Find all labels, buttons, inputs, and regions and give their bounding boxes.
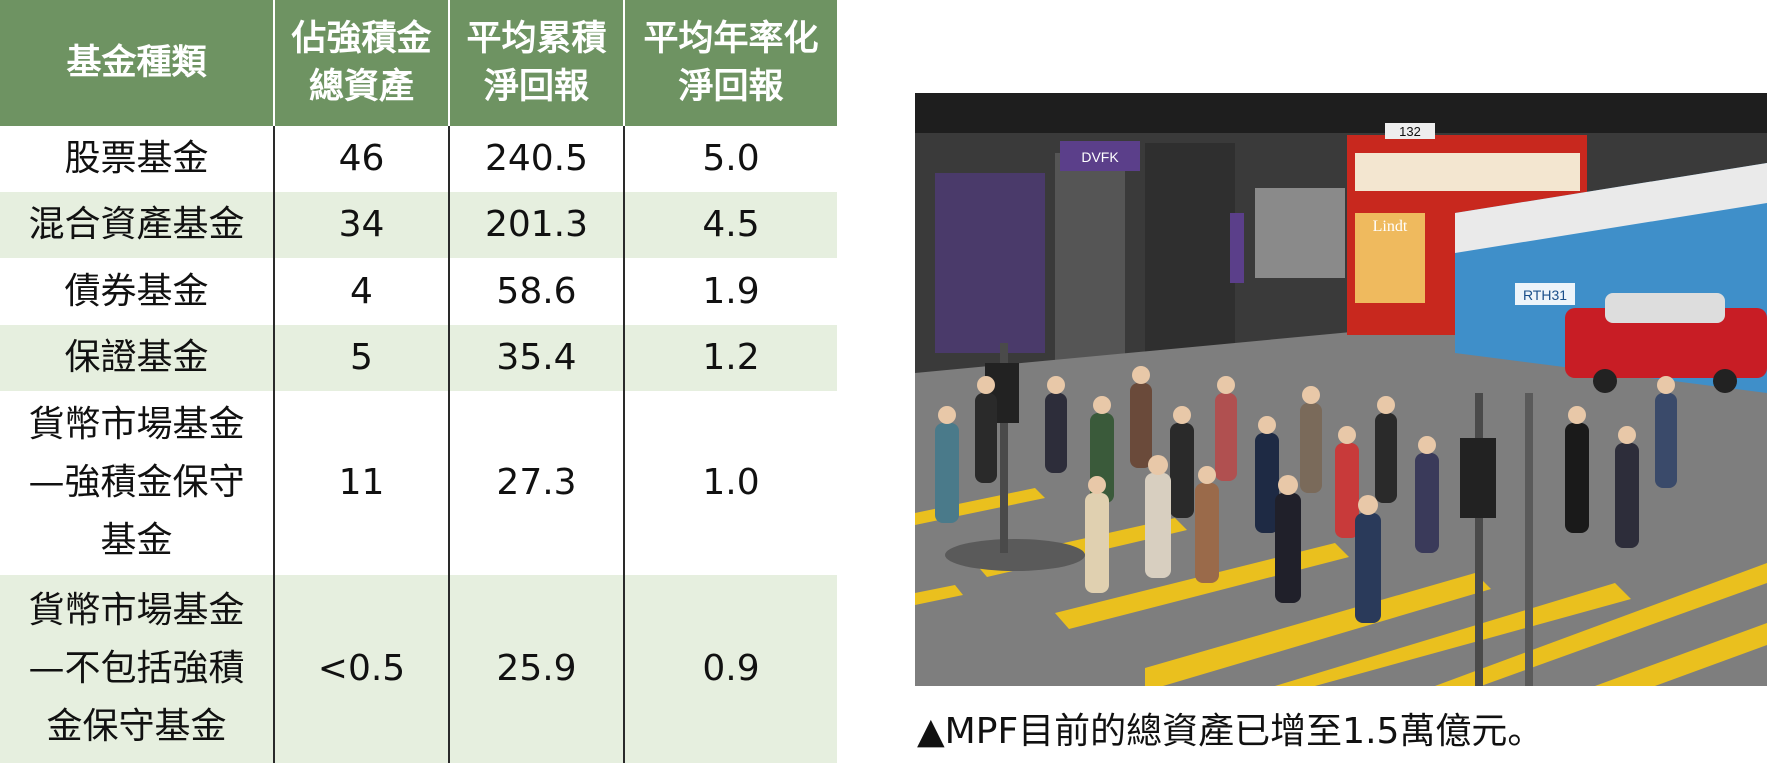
traffic-light-right [1460,438,1496,518]
table-row-guaranteed: 保證基金 5 35.4 1.2 [0,324,837,391]
tram-stop-shelter [1255,188,1345,278]
fund-name-line-1: 貨幣市場基金 [28,404,245,446]
fund-name: 股票基金 [64,138,209,180]
header-annualized-line-1: 平均年率化 [643,19,819,59]
share-cell: 46 [273,126,449,193]
pedestrian-crowd [935,366,1677,623]
header-fund-type-line: 基金種類 [66,43,207,83]
building-entrance [1145,143,1235,373]
signal-pole-right [1475,393,1483,686]
traffic-island [945,539,1085,571]
street-crossing-photo: DVFK 132 Lindt [915,93,1767,686]
fund-name-cell: 貨幣市場基金 —強積金保守 基金 [0,390,274,576]
share-cell: 34 [273,192,449,259]
header-cumulative-line-1: 平均累積 [466,19,607,59]
railing-post [1525,393,1533,686]
street-scene-illustration: DVFK 132 Lindt [915,93,1767,686]
share-cell: 5 [273,324,449,391]
annualized-cell: 1.9 [623,258,837,325]
fund-name-cell: 混合資產基金 [0,192,274,259]
table-header-row: 基金種類 佔強積金 總資產 平均累積 淨回報 平均年率化 淨回報 [0,0,837,126]
building-sign [1060,141,1140,171]
annualized-cell: 4.5 [623,192,837,259]
building-overhang [915,93,1767,133]
cumulative-cell: 58.6 [448,258,624,325]
bus-plate-text: RTH31 [1523,287,1567,303]
header-annualized-line-2: 淨回報 [678,67,784,107]
header-share-line-1: 佔強積金 [291,19,432,59]
red-taxi [1565,293,1767,393]
table-row-money-market-mpf-conservative: 貨幣市場基金 —強積金保守 基金 11 27.3 1.0 [0,390,837,576]
purple-banner [1230,213,1244,283]
header-annualized-return: 平均年率化 淨回報 [623,0,837,126]
annualized-cell: 1.2 [623,324,837,391]
cumulative-cell: 201.3 [448,192,624,259]
signal-pole [1000,343,1008,553]
fund-returns-table: 基金種類 佔強積金 總資產 平均累積 淨回報 平均年率化 淨回報 股票基金 46… [0,0,837,763]
cumulative-cell: 35.4 [448,324,624,391]
fund-name-cell: 債券基金 [0,258,274,325]
annualized-cell: 1.0 [623,390,837,576]
table-row-bond: 債券基金 4 58.6 1.9 [0,258,837,325]
fund-name-line-3: 金保守基金 [46,706,227,748]
cumulative-cell: 25.9 [448,575,624,763]
table-row-equity: 股票基金 46 240.5 5.0 [0,126,837,193]
fund-name-cell: 貨幣市場基金 —不包括強積 金保守基金 [0,575,274,763]
header-cumulative-line-2: 淨回報 [483,67,589,107]
annualized-cell: 5.0 [623,126,837,193]
shop-shutter [1055,153,1125,373]
annualized-cell: 0.9 [623,575,837,763]
fund-name-line-1: 貨幣市場基金 [28,590,245,632]
fund-name-line-3: 基金 [100,520,173,562]
building-sign-text: DVFK [1081,149,1119,165]
cumulative-cell: 27.3 [448,390,624,576]
fund-name: 保證基金 [64,336,209,378]
table-row-money-market-other: 貨幣市場基金 —不包括強積 金保守基金 <0.5 25.9 0.9 [0,575,837,763]
share-cell: 4 [273,258,449,325]
cumulative-cell: 240.5 [448,126,624,193]
fund-name-line-2: —不包括強積 [28,648,245,690]
fund-name: 混合資產基金 [28,204,245,246]
fund-name: 債券基金 [64,270,209,312]
header-share-line-2: 總資產 [308,67,414,107]
share-cell: 11 [273,390,449,576]
photo-caption: ▲MPF目前的總資產已增至1.5萬億元。 [917,711,1544,752]
fund-name-cell: 股票基金 [0,126,274,193]
shop-window [935,173,1045,353]
header-share-of-assets: 佔強積金 總資產 [273,0,449,126]
header-cumulative-return: 平均累積 淨回報 [448,0,624,126]
tram-route-number: 132 [1399,124,1421,139]
fund-name-cell: 保證基金 [0,324,274,391]
table-row-mixed-assets: 混合資產基金 34 201.3 4.5 [0,192,837,259]
header-fund-type: 基金種類 [0,0,274,126]
fund-name-line-2: —強積金保守 [28,462,245,504]
share-cell: <0.5 [273,575,449,763]
tram-ad-text: Lindt [1373,218,1408,235]
